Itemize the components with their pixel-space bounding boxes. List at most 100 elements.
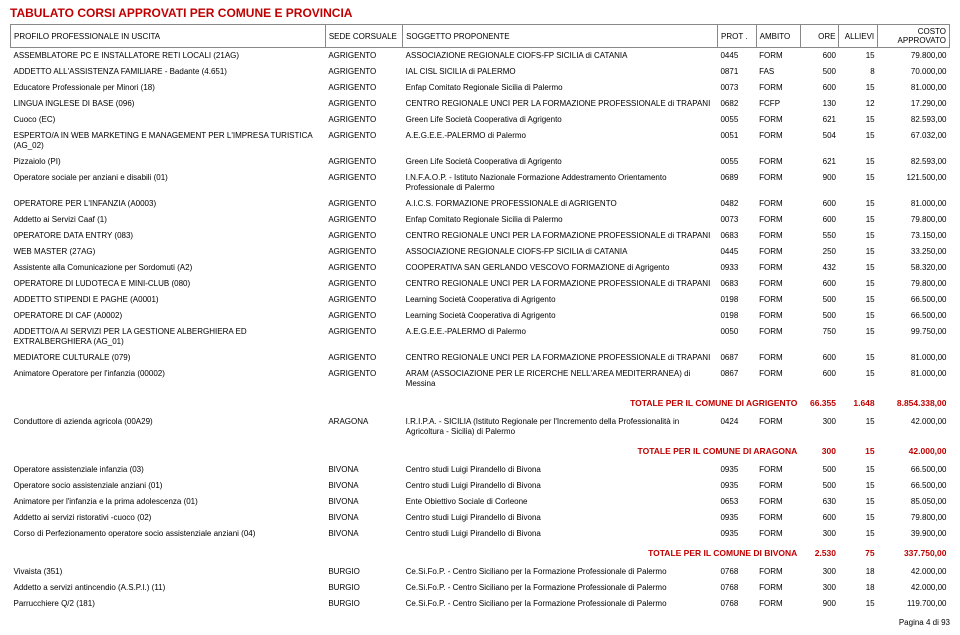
cell-profilo: Operatore sociale per anziani e disabili… (11, 170, 326, 196)
cell-prot: 0050 (717, 324, 756, 350)
cell-ore: 300 (800, 580, 839, 596)
cell-ambito: FORM (756, 366, 800, 392)
table-row: Parrucchiere Q/2 (181)BURGIOCe.Si.Fo.P. … (11, 596, 950, 612)
cell-prot: 0198 (717, 292, 756, 308)
cell-costo: 79.800,00 (878, 212, 950, 228)
cell-costo: 79.800,00 (878, 276, 950, 292)
cell-prot: 0933 (717, 260, 756, 276)
cell-costo: 66.500,00 (878, 462, 950, 478)
total-allievi: 15 (839, 440, 878, 462)
cell-costo: 79.800,00 (878, 510, 950, 526)
cell-costo: 66.500,00 (878, 478, 950, 494)
cell-ore: 600 (800, 350, 839, 366)
cell-profilo: OPERATORE DI CAF (A0002) (11, 308, 326, 324)
cell-ambito: FORM (756, 494, 800, 510)
total-allievi: 75 (839, 542, 878, 564)
cell-sogg: Centro studi Luigi Pirandello di Bivona (403, 526, 718, 542)
cell-profilo: ADDETTO STIPENDI E PAGHE (A0001) (11, 292, 326, 308)
cell-costo: 99.750,00 (878, 324, 950, 350)
cell-prot: 0687 (717, 350, 756, 366)
cell-sogg: Ce.Si.Fo.P. - Centro Siciliano per la Fo… (403, 580, 718, 596)
cell-profilo: WEB MASTER (27AG) (11, 244, 326, 260)
page-title: TABULATO CORSI APPROVATI PER COMUNE E PR… (10, 6, 950, 20)
table-row: Addetto ai Servizi Caaf (1)AGRIGENTOEnfa… (11, 212, 950, 228)
table-row: ADDETTO STIPENDI E PAGHE (A0001)AGRIGENT… (11, 292, 950, 308)
cell-profilo: Addetto a servizi antincendio (A.S.P.I.)… (11, 580, 326, 596)
cell-prot: 0871 (717, 64, 756, 80)
total-row: TOTALE PER IL COMUNE DI ARAGONA3001542.0… (11, 440, 950, 462)
table-row: Addetto a servizi antincendio (A.S.P.I.)… (11, 580, 950, 596)
cell-allievi: 15 (839, 154, 878, 170)
total-costo: 42.000,00 (878, 440, 950, 462)
table-row: Assistente alla Comunicazione per Sordom… (11, 260, 950, 276)
cell-sede: BURGIO (325, 596, 402, 612)
cell-ore: 500 (800, 478, 839, 494)
cell-ambito: FORM (756, 228, 800, 244)
cell-ambito: FORM (756, 244, 800, 260)
cell-profilo: Parrucchiere Q/2 (181) (11, 596, 326, 612)
page-footer: Pagina 4 di 93 (10, 618, 950, 627)
cell-sogg: Learning Società Cooperativa di Agrigent… (403, 308, 718, 324)
cell-ambito: FORM (756, 564, 800, 580)
table-row: Operatore sociale per anziani e disabili… (11, 170, 950, 196)
cell-allievi: 15 (839, 596, 878, 612)
cell-sede: AGRIGENTO (325, 154, 402, 170)
cell-sede: AGRIGENTO (325, 80, 402, 96)
cell-sogg: Enfap Comitato Regionale Sicilia di Pale… (403, 80, 718, 96)
table-row: Conduttore di azienda agricola (00A29)AR… (11, 414, 950, 440)
table-row: Operatore assistenziale infanzia (03)BIV… (11, 462, 950, 478)
cell-costo: 85.050,00 (878, 494, 950, 510)
table-row: Animatore per l'infanzia e la prima adol… (11, 494, 950, 510)
cell-costo: 81.000,00 (878, 366, 950, 392)
cell-prot: 0935 (717, 526, 756, 542)
cell-allievi: 18 (839, 564, 878, 580)
cell-ore: 550 (800, 228, 839, 244)
courses-table: PROFILO PROFESSIONALE IN USCITASEDE CORS… (10, 24, 950, 612)
cell-costo: 79.800,00 (878, 48, 950, 65)
cell-allievi: 15 (839, 324, 878, 350)
cell-ambito: FORM (756, 580, 800, 596)
cell-profilo: Corso di Perfezionamento operatore socio… (11, 526, 326, 542)
cell-allievi: 15 (839, 212, 878, 228)
cell-profilo: Cuoco (EC) (11, 112, 326, 128)
cell-sogg: ASSOCIAZIONE REGIONALE CIOFS-FP SICILIA … (403, 48, 718, 65)
cell-prot: 0051 (717, 128, 756, 154)
table-row: Animatore Operatore per l'infanzia (0000… (11, 366, 950, 392)
table-row: ESPERTO/A IN WEB MARKETING E MANAGEMENT … (11, 128, 950, 154)
cell-sogg: CENTRO REGIONALE UNCI PER LA FORMAZIONE … (403, 96, 718, 112)
cell-ore: 600 (800, 196, 839, 212)
table-row: ADDETTO ALL'ASSISTENZA FAMILIARE - Badan… (11, 64, 950, 80)
cell-sogg: Green Life Società Cooperativa di Agrige… (403, 112, 718, 128)
cell-ambito: FORM (756, 260, 800, 276)
cell-sede: AGRIGENTO (325, 128, 402, 154)
cell-costo: 66.500,00 (878, 292, 950, 308)
cell-sogg: A.E.G.E.E.-PALERMO di Palermo (403, 324, 718, 350)
cell-ore: 300 (800, 526, 839, 542)
col-header-profilo: PROFILO PROFESSIONALE IN USCITA (11, 25, 326, 48)
cell-profilo: ASSEMBLATORE PC E INSTALLATORE RETI LOCA… (11, 48, 326, 65)
cell-ambito: FORM (756, 350, 800, 366)
cell-ambito: FORM (756, 308, 800, 324)
table-row: Operatore socio assistenziale anziani (0… (11, 478, 950, 494)
cell-prot: 0073 (717, 212, 756, 228)
cell-sogg: Ce.Si.Fo.P. - Centro Siciliano per la Fo… (403, 564, 718, 580)
cell-prot: 0653 (717, 494, 756, 510)
table-row: OPERATORE DI LUDOTECA E MINI-CLUB (080)A… (11, 276, 950, 292)
cell-prot: 0768 (717, 596, 756, 612)
col-header-sogg: SOGGETTO PROPONENTE (403, 25, 718, 48)
table-row: MEDIATORE CULTURALE (079)AGRIGENTOCENTRO… (11, 350, 950, 366)
col-header-ore: ORE (800, 25, 839, 48)
cell-sogg: COOPERATIVA SAN GERLANDO VESCOVO FORMAZI… (403, 260, 718, 276)
cell-ambito: FORM (756, 510, 800, 526)
cell-sogg: I.N.F.A.O.P. - Istituto Nazionale Formaz… (403, 170, 718, 196)
cell-prot: 0768 (717, 564, 756, 580)
cell-sede: AGRIGENTO (325, 212, 402, 228)
cell-ambito: FORM (756, 170, 800, 196)
cell-costo: 81.000,00 (878, 196, 950, 212)
table-row: 0PERATORE DATA ENTRY (083)AGRIGENTOCENTR… (11, 228, 950, 244)
cell-ore: 621 (800, 154, 839, 170)
cell-allievi: 15 (839, 170, 878, 196)
cell-allievi: 15 (839, 292, 878, 308)
cell-sede: AGRIGENTO (325, 48, 402, 65)
total-allievi: 1.648 (839, 392, 878, 414)
